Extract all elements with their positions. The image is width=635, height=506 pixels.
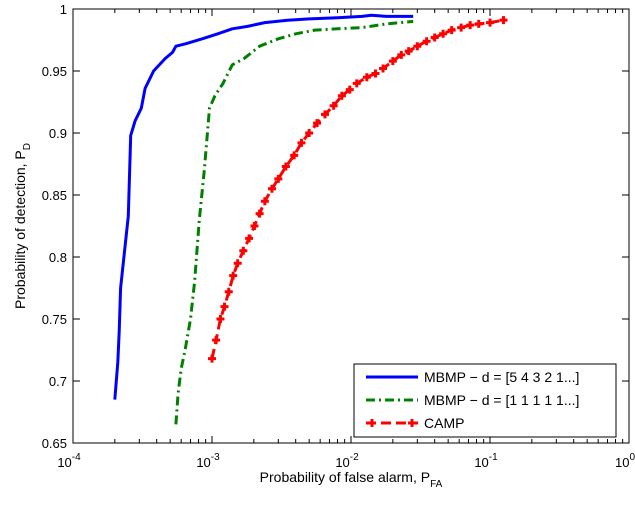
data-point [290, 151, 299, 160]
y-axis-label: Probability of detection, PD [12, 143, 33, 309]
x-axis-label: Probability of false alarm, PFA [260, 469, 443, 490]
data-point [474, 19, 483, 28]
data-point [313, 119, 322, 128]
data-point [281, 162, 290, 171]
data-point [499, 16, 508, 25]
data-point [439, 29, 448, 38]
data-point [466, 21, 475, 30]
data-point [239, 246, 248, 255]
data-point [352, 79, 361, 88]
y-tick-label: 1 [60, 2, 67, 17]
series-layer [113, 13, 508, 425]
x-tick-label-exp: 0 [629, 452, 635, 463]
x-tick-label-base: 10 [474, 455, 488, 470]
data-point [337, 91, 346, 100]
data-point [274, 174, 283, 183]
data-point [486, 18, 494, 27]
y-tick-label: 0.85 [42, 188, 67, 203]
legend-marker [408, 419, 416, 427]
data-point [447, 26, 456, 35]
x-tick-label: 10-4 [57, 452, 81, 470]
y-tick-label: 0.9 [49, 126, 67, 141]
data-point [305, 129, 314, 137]
legend-marker [368, 419, 376, 427]
x-tick-label: 10-3 [196, 452, 220, 470]
data-point [388, 57, 397, 66]
data-point [345, 85, 354, 94]
data-point [397, 50, 406, 59]
data-point [224, 287, 233, 296]
legend: MBMP − d = [5 4 3 2 1...] MBMP − d = [1 1… [353, 363, 617, 438]
x-tick-label-exp: -4 [72, 452, 81, 463]
x-tick-label: 100 [615, 452, 635, 470]
data-point [457, 23, 466, 32]
data-point [297, 138, 306, 147]
x-tick-label-base: 10 [335, 455, 349, 470]
data-point [255, 209, 264, 218]
y-tick-label: 0.65 [42, 436, 67, 451]
data-point [260, 197, 269, 206]
x-tick-label-exp: -1 [489, 452, 498, 463]
data-point [233, 259, 242, 268]
data-point [208, 354, 216, 363]
series-line [174, 19, 414, 425]
data-point [245, 234, 254, 243]
data-point [362, 73, 371, 82]
data-point [267, 184, 276, 193]
data-point [422, 37, 431, 46]
y-tick-label: 0.8 [49, 250, 67, 265]
y-tick-label: 0.75 [42, 312, 67, 327]
data-point [379, 64, 388, 73]
data-point [320, 110, 329, 119]
x-tick-label-exp: -3 [211, 452, 220, 463]
series-line [210, 18, 504, 360]
data-point [413, 42, 422, 51]
series-1 [113, 13, 414, 400]
series-3 [208, 16, 508, 363]
data-point [216, 315, 225, 323]
x-tick-label: 10-1 [474, 452, 498, 470]
series-2 [174, 19, 414, 425]
legend-label: MBMP − d = [1 1 1 1 1...] [424, 392, 579, 408]
y-tick-label: 0.7 [49, 374, 67, 389]
x-tick-label-base: 10 [615, 455, 629, 470]
axis-ticks: 10-4 10-3 10-2 10-1 1000.650.70.750.80.850.9… [42, 2, 635, 470]
data-point [371, 69, 380, 78]
legend-label: MBMP − d = [5 4 3 2 1...] [424, 369, 579, 385]
series-line [113, 13, 414, 400]
x-tick-label-base: 10 [57, 455, 71, 470]
data-point [250, 222, 259, 230]
x-tick-label-base: 10 [196, 455, 210, 470]
y-tick-label: 0.95 [42, 64, 67, 79]
data-point [220, 302, 229, 311]
data-point [329, 101, 338, 110]
x-tick-label-exp: -2 [350, 452, 359, 463]
legend-label: CAMP [424, 415, 464, 431]
x-tick-label: 10-2 [335, 452, 359, 470]
data-point [404, 47, 413, 56]
data-point [212, 336, 221, 345]
data-point [430, 33, 439, 42]
data-point [229, 271, 238, 280]
